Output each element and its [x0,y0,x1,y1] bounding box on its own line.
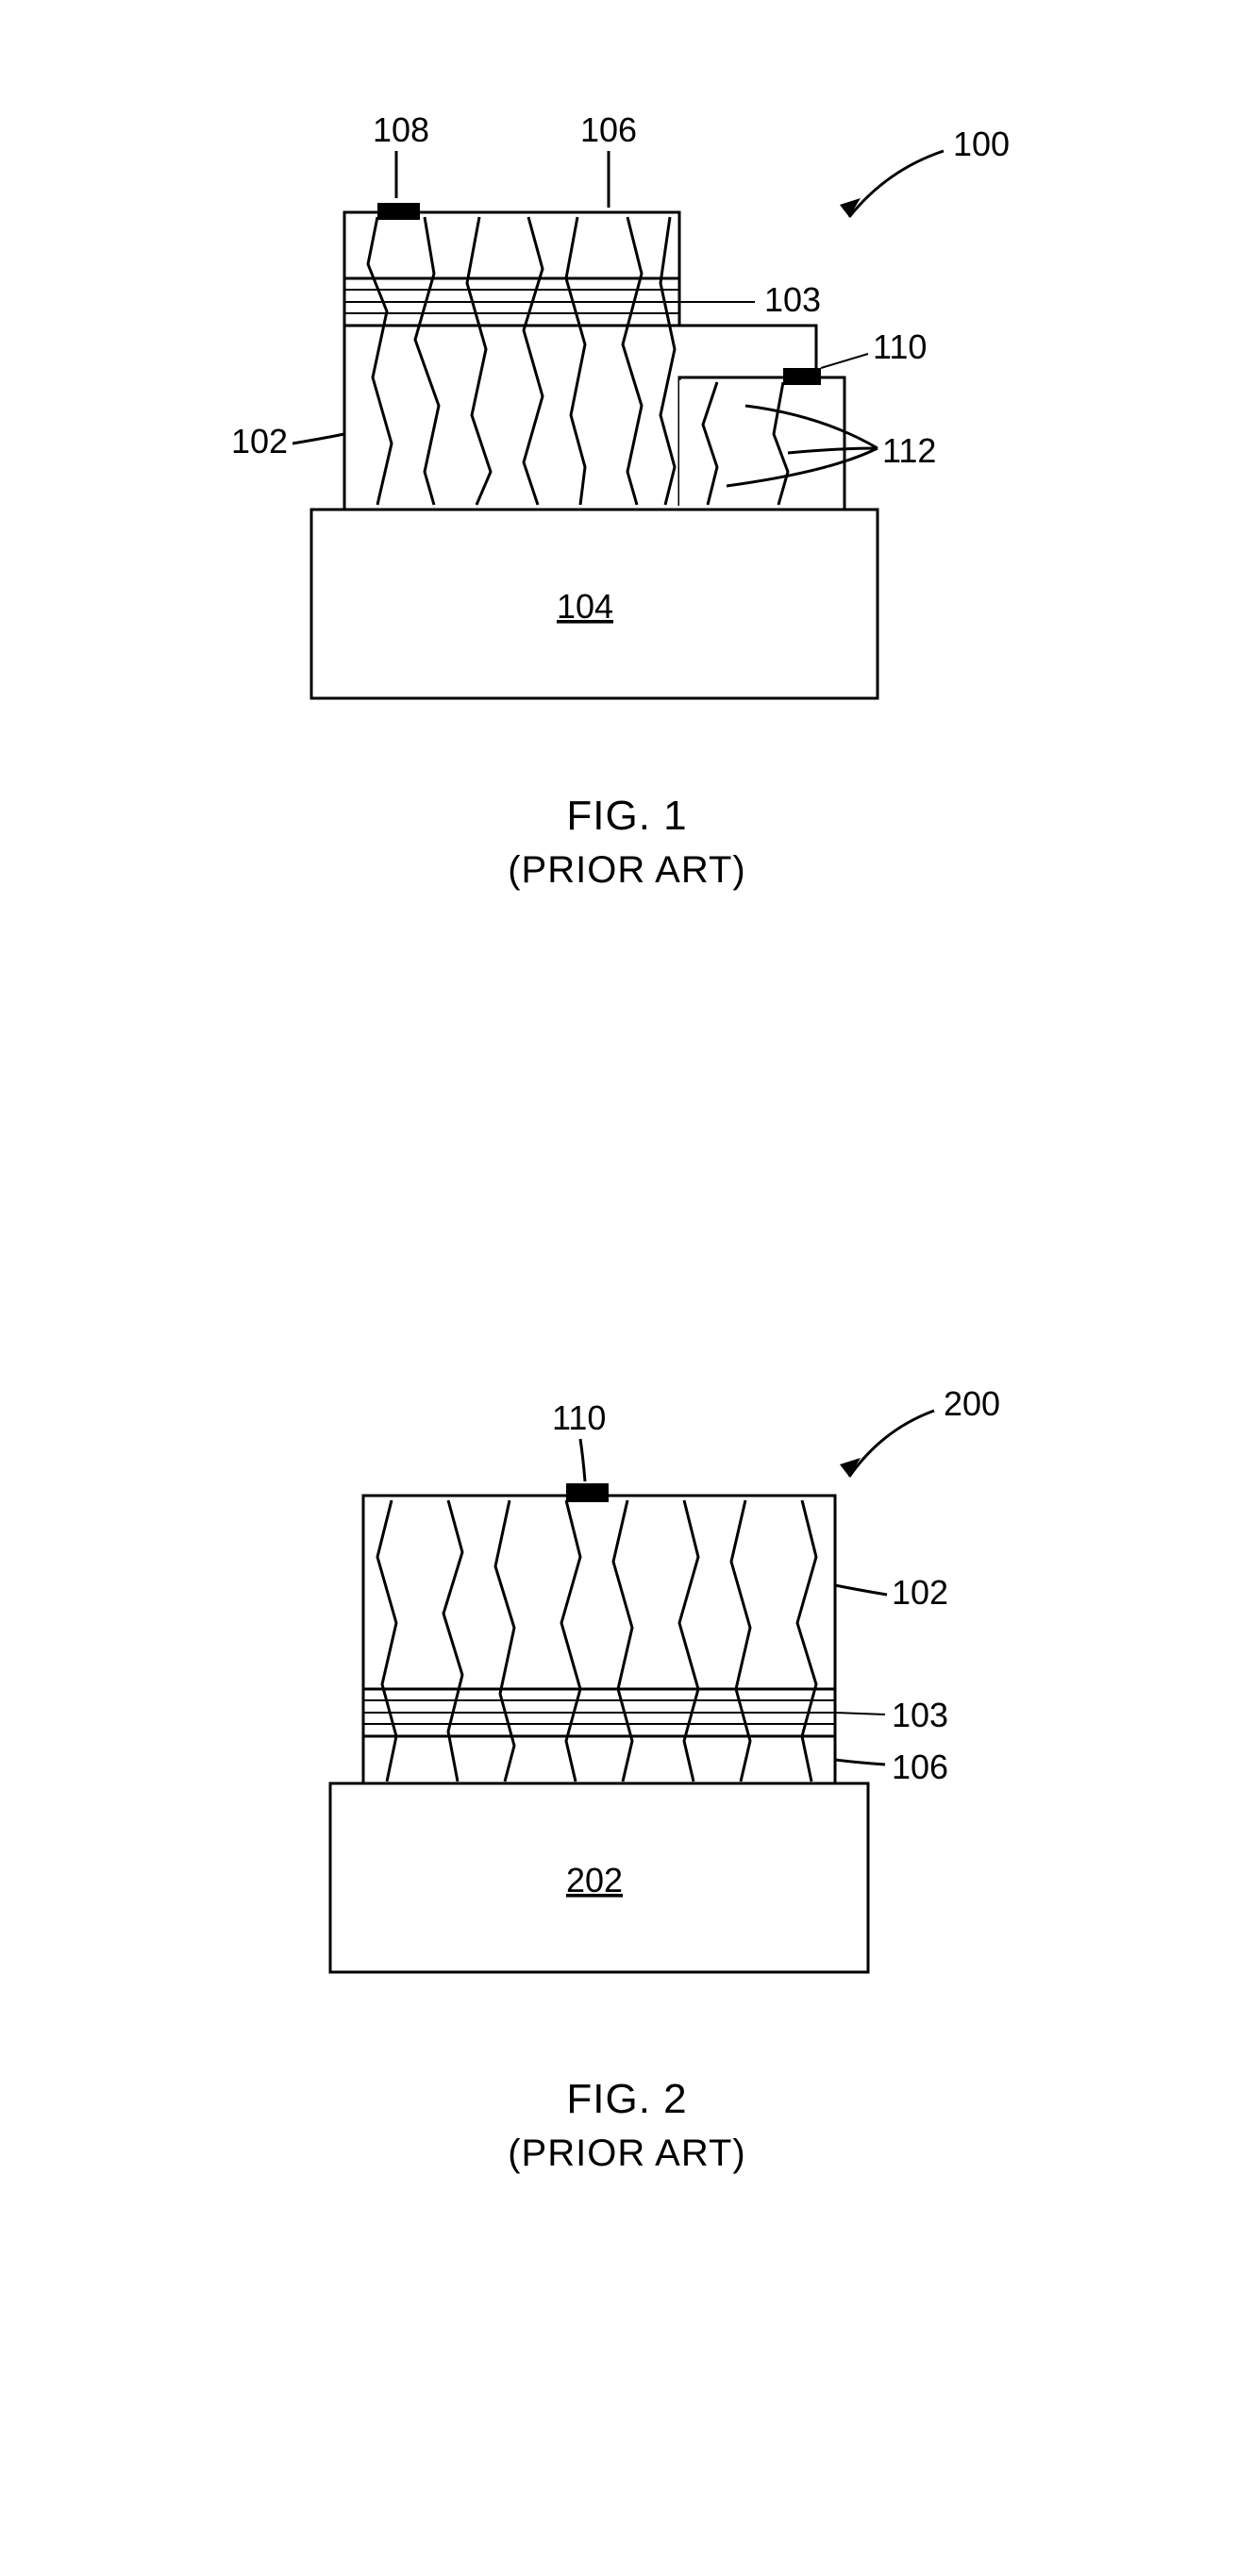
contact-110-fig2 [566,1483,609,1502]
fig2-subtitle: (PRIOR ART) [0,2133,1254,2175]
fig1-svg: 104 [0,66,1254,727]
label-104: 104 [557,587,613,626]
layer-106-fig2 [363,1736,835,1783]
page: 104 [0,0,1254,2576]
label-106: 106 [580,110,637,149]
label-110: 110 [873,327,927,366]
leader-200 [849,1411,934,1477]
leader-102 [293,434,344,443]
fig1-caption: FIG. 1 (PRIOR ART) [0,793,1254,892]
leader-110 [821,354,868,368]
figure-1: 104 [0,66,1254,731]
layer-102-fig2 [363,1496,835,1689]
leader-102-fig2 [835,1585,887,1595]
layer-102-step [679,377,844,510]
leader-110-fig2 [580,1439,585,1481]
contact-108 [377,203,420,220]
leader-100 [849,151,944,217]
label-102: 102 [231,422,288,460]
label-202: 202 [566,1861,623,1899]
label-112: 112 [882,431,936,470]
label-106-fig2: 106 [892,1748,948,1786]
label-102-fig2: 102 [892,1573,948,1612]
label-100: 100 [953,125,1010,163]
label-200: 200 [944,1384,1000,1423]
fig2-caption: FIG. 2 (PRIOR ART) [0,2076,1254,2175]
label-103-fig2: 103 [892,1696,948,1734]
contact-110 [783,368,821,385]
figure-2: 202 [0,1312,1254,2024]
label-103: 103 [764,280,821,319]
fig2-svg: 202 [0,1312,1254,2019]
leader-106-fig2 [835,1760,885,1765]
label-108: 108 [373,110,429,149]
layer-103-fig2 [363,1689,835,1736]
fig2-title: FIG. 2 [0,2076,1254,2123]
fig1-title: FIG. 1 [0,793,1254,840]
leader-103-fig2 [835,1713,885,1715]
fig1-subtitle: (PRIOR ART) [0,849,1254,892]
label-110-fig2: 110 [552,1398,606,1437]
